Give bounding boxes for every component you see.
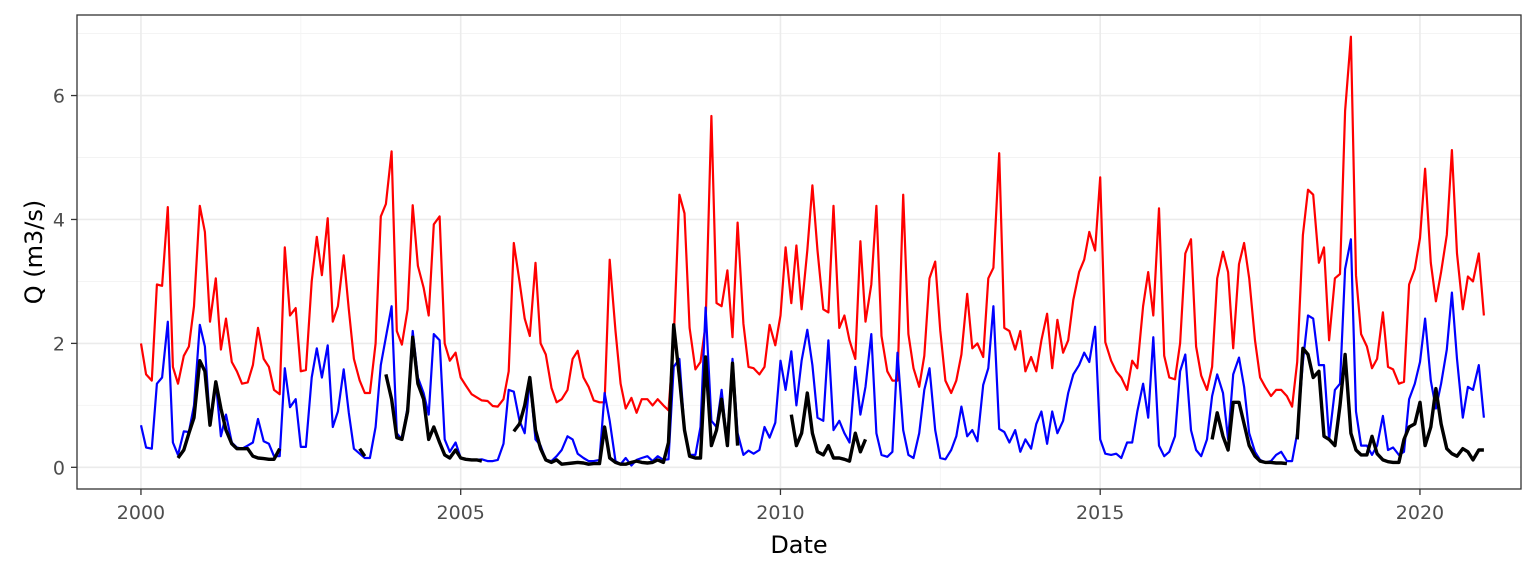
y-axis-title: Q (m3/s) bbox=[20, 200, 48, 304]
minor-x-gridlines bbox=[300, 15, 1261, 489]
major-x-gridlines bbox=[140, 15, 1421, 489]
black-series-line bbox=[384, 335, 483, 463]
major-y-gridlines bbox=[77, 94, 1521, 469]
series-layer bbox=[139, 35, 1485, 467]
y-tick-label: 0 bbox=[53, 457, 65, 479]
x-axis: 2000 2005 2010 2015 2020 bbox=[117, 489, 1444, 524]
black-series-line bbox=[512, 323, 740, 466]
x-tick-label: 2010 bbox=[756, 502, 804, 524]
y-axis: 0 2 4 6 bbox=[53, 86, 77, 479]
black-series-line bbox=[1295, 346, 1484, 465]
y-tick-label: 2 bbox=[53, 333, 65, 355]
plot-panel-border bbox=[76, 14, 1522, 490]
black-series-line bbox=[358, 447, 367, 458]
x-tick-label: 2015 bbox=[1076, 502, 1124, 524]
x-axis-title: Date bbox=[770, 531, 827, 559]
black-series-line bbox=[789, 391, 868, 463]
red-series-line bbox=[139, 35, 1485, 414]
x-tick-label: 2020 bbox=[1396, 502, 1444, 524]
x-tick-label: 2005 bbox=[437, 502, 485, 524]
black-series-line bbox=[1210, 400, 1288, 466]
black-series-line bbox=[176, 359, 282, 461]
x-tick-label: 2000 bbox=[117, 502, 165, 524]
y-tick-label: 4 bbox=[53, 209, 65, 231]
y-tick-label: 6 bbox=[53, 86, 65, 108]
